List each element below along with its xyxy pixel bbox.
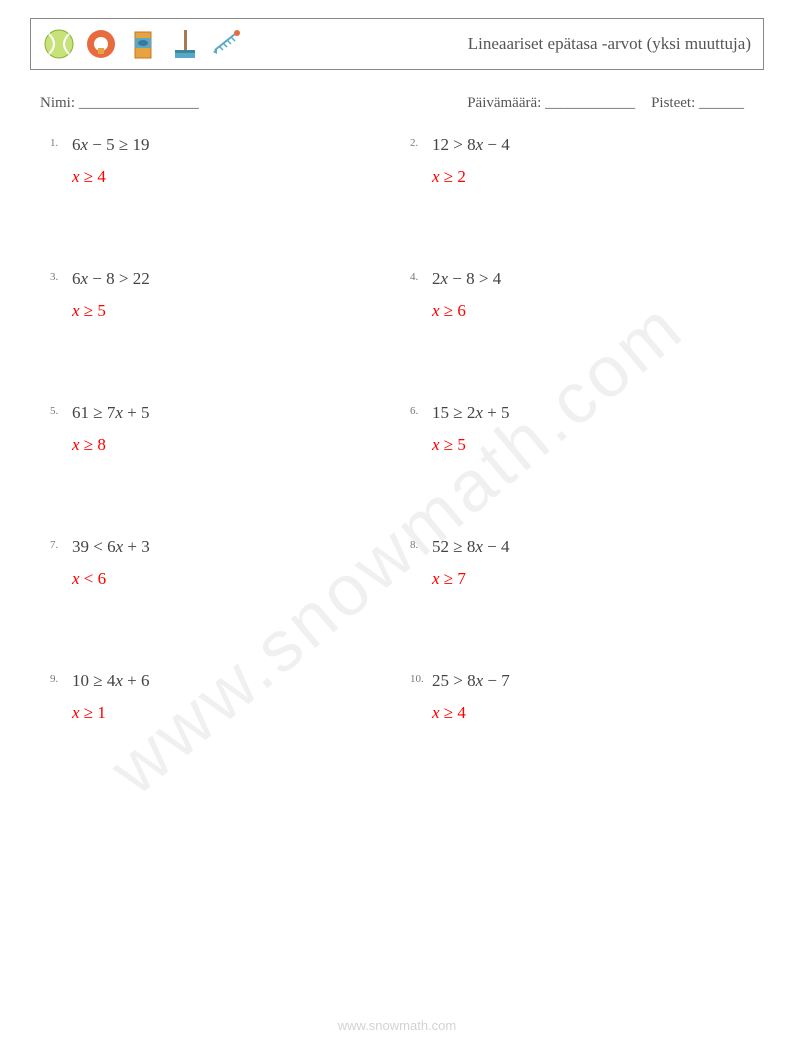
answer-text: x ≥ 7 — [432, 569, 509, 589]
answer-text: x ≥ 8 — [72, 435, 149, 455]
problem-number: 7. — [50, 537, 72, 551]
date-field: Päivämäärä: ____________ — [467, 95, 635, 112]
question-text: 10 ≥ 4x + 6 — [72, 671, 149, 691]
answer-text: x ≥ 6 — [432, 301, 501, 321]
problem-number: 9. — [50, 671, 72, 685]
problem-number: 8. — [410, 537, 432, 551]
page-title: Lineaariset epätasa -arvot (yksi muuttuj… — [468, 34, 751, 54]
problem-2: 2. 12 > 8x − 4 x ≥ 2 — [410, 135, 750, 187]
broom-icon — [169, 28, 201, 60]
question-text: 52 ≥ 8x − 4 — [432, 537, 509, 557]
answer-text: x ≥ 5 — [72, 301, 150, 321]
answer-text: x ≥ 4 — [72, 167, 149, 187]
answer-text: x ≥ 4 — [432, 703, 510, 723]
name-field: Nimi: ________________ — [40, 95, 467, 112]
problems-grid: 1. 6x − 5 ≥ 19 x ≥ 4 2. 12 > 8x − 4 x ≥ … — [50, 135, 750, 723]
fish-food-icon — [127, 28, 159, 60]
header-box: Lineaariset epätasa -arvot (yksi muuttuj… — [30, 18, 764, 70]
problem-8: 8. 52 ≥ 8x − 4 x ≥ 7 — [410, 537, 750, 589]
problem-number: 6. — [410, 403, 432, 417]
problem-number: 3. — [50, 269, 72, 283]
answer-text: x ≥ 2 — [432, 167, 510, 187]
tennis-ball-icon — [43, 28, 75, 60]
problem-6: 6. 15 ≥ 2x + 5 x ≥ 5 — [410, 403, 750, 455]
ring-float-icon — [85, 28, 117, 60]
problem-5: 5. 61 ≥ 7x + 5 x ≥ 8 — [50, 403, 390, 455]
problem-number: 10. — [410, 671, 432, 685]
score-field: Pisteet: ______ — [651, 95, 744, 112]
question-text: 2x − 8 > 4 — [432, 269, 501, 289]
problem-9: 9. 10 ≥ 4x + 6 x ≥ 1 — [50, 671, 390, 723]
problem-7: 7. 39 < 6x + 3 x < 6 — [50, 537, 390, 589]
answer-text: x ≥ 5 — [432, 435, 509, 455]
footer-text: www.snowmath.com — [0, 1018, 794, 1033]
answer-text: x < 6 — [72, 569, 150, 589]
question-text: 6x − 8 > 22 — [72, 269, 150, 289]
problem-number: 1. — [50, 135, 72, 149]
problem-number: 5. — [50, 403, 72, 417]
problem-10: 10. 25 > 8x − 7 x ≥ 4 — [410, 671, 750, 723]
header-icons — [43, 28, 243, 60]
problem-4: 4. 2x − 8 > 4 x ≥ 6 — [410, 269, 750, 321]
problem-1: 1. 6x − 5 ≥ 19 x ≥ 4 — [50, 135, 390, 187]
problem-number: 2. — [410, 135, 432, 149]
question-text: 12 > 8x − 4 — [432, 135, 510, 155]
info-row: Nimi: ________________ Päivämäärä: _____… — [40, 95, 754, 112]
question-text: 25 > 8x − 7 — [432, 671, 510, 691]
question-text: 61 ≥ 7x + 5 — [72, 403, 149, 423]
question-text: 39 < 6x + 3 — [72, 537, 150, 557]
problem-3: 3. 6x − 8 > 22 x ≥ 5 — [50, 269, 390, 321]
question-text: 15 ≥ 2x + 5 — [432, 403, 509, 423]
question-text: 6x − 5 ≥ 19 — [72, 135, 149, 155]
answer-text: x ≥ 1 — [72, 703, 149, 723]
problem-number: 4. — [410, 269, 432, 283]
fish-bone-icon — [211, 28, 243, 60]
